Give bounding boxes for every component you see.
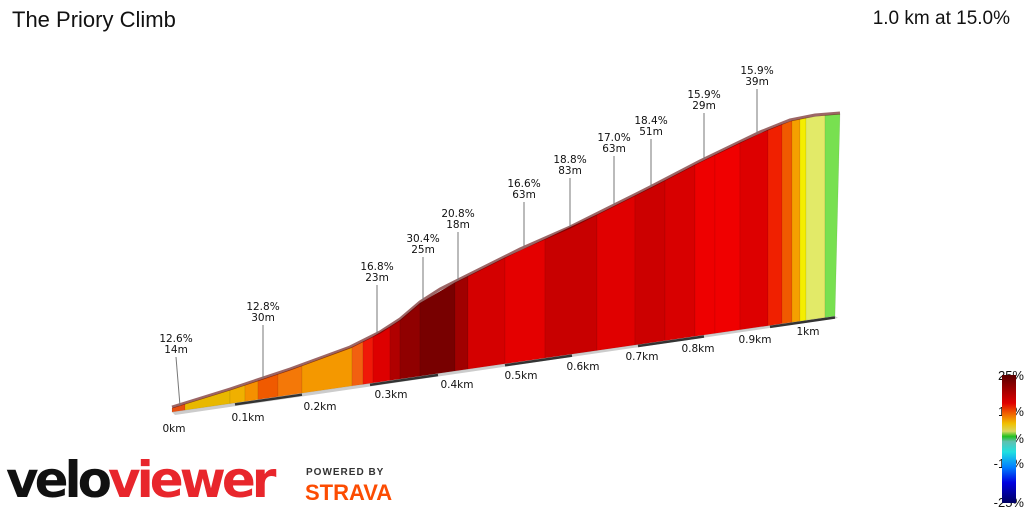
distance-label: 0.4km [440,379,473,391]
callout-grade: 18.4% [634,115,667,127]
gradient-segment [596,195,636,351]
callout-grade: 16.8% [360,261,393,273]
callout-length: 63m [602,143,626,155]
distance-label: 0.7km [625,351,658,363]
distance-label: 0km [163,423,186,435]
callout-grade: 17.0% [597,132,630,144]
distance-label: 0.2km [303,401,336,413]
strava-logo[interactable]: STRAVA [305,480,393,505]
callout-length: 51m [639,126,663,138]
gradient-segment [504,238,546,365]
distance-tick-bar [637,335,705,348]
distance-label: 0.1km [231,412,264,424]
gradient-segment [739,129,769,331]
callout-length: 63m [512,189,536,201]
distance-label: 0.6km [566,361,599,373]
gradient-segment [805,114,826,321]
gradient-segment [824,113,841,318]
distance-label: 0.9km [738,334,771,346]
distance-tick-bar [769,316,836,329]
powered-by-text: POWERED BY [306,467,385,478]
distance-tick-bar [369,373,439,387]
climb-summary: 1.0 km at 15.0% [872,8,1010,29]
gradient-segment [767,123,783,327]
logo-text: viewer [108,451,276,509]
gradient-segment [362,336,374,385]
callout-grade: 16.6% [507,178,540,190]
callout-grade: 12.8% [246,301,279,313]
distance-label: 0.8km [681,343,714,355]
gradient-segment [634,179,666,346]
callout-grade: 15.9% [740,65,773,77]
callout-length: 14m [164,344,188,356]
distance-label: 0.5km [504,370,537,382]
gradient-segment [399,302,421,380]
gradient-color-scale [1002,375,1016,503]
gradient-segment [664,164,696,341]
callout-length: 29m [692,100,716,112]
profile-top-edge [171,111,841,409]
gradient-segment [454,275,469,372]
callout-grade: 30.4% [406,233,439,245]
callout-length: 30m [251,312,275,324]
logo-text: velo [6,451,112,509]
veloviewer-logo[interactable]: veloviewer [6,450,276,510]
page-title: The Priory Climb [12,7,176,32]
gradient-segment [781,120,793,325]
callout-length: 25m [411,244,435,256]
callout-grade: 20.8% [441,208,474,220]
distance-label: 0.3km [374,389,407,401]
distance-tick-bar [504,354,573,367]
distance-tick-bar [234,393,303,406]
callout-length: 18m [446,219,470,231]
callout-line [175,356,181,406]
gradient-segment [467,257,506,370]
gradient-segment [799,117,807,322]
gradient-segment [351,341,364,387]
callout-grade: 12.6% [159,333,192,345]
callout-grade: 15.9% [687,89,720,101]
gradient-segment [389,319,401,381]
callout-length: 23m [365,272,389,284]
gradient-segment [714,142,741,334]
gradient-segment [694,154,716,337]
distance-label: 1km [797,326,820,338]
gradient-segment [791,118,801,323]
callout-length: 39m [745,76,769,88]
callout-grade: 18.8% [553,154,586,166]
callout-length: 83m [558,165,582,177]
gradient-segment [419,281,456,377]
